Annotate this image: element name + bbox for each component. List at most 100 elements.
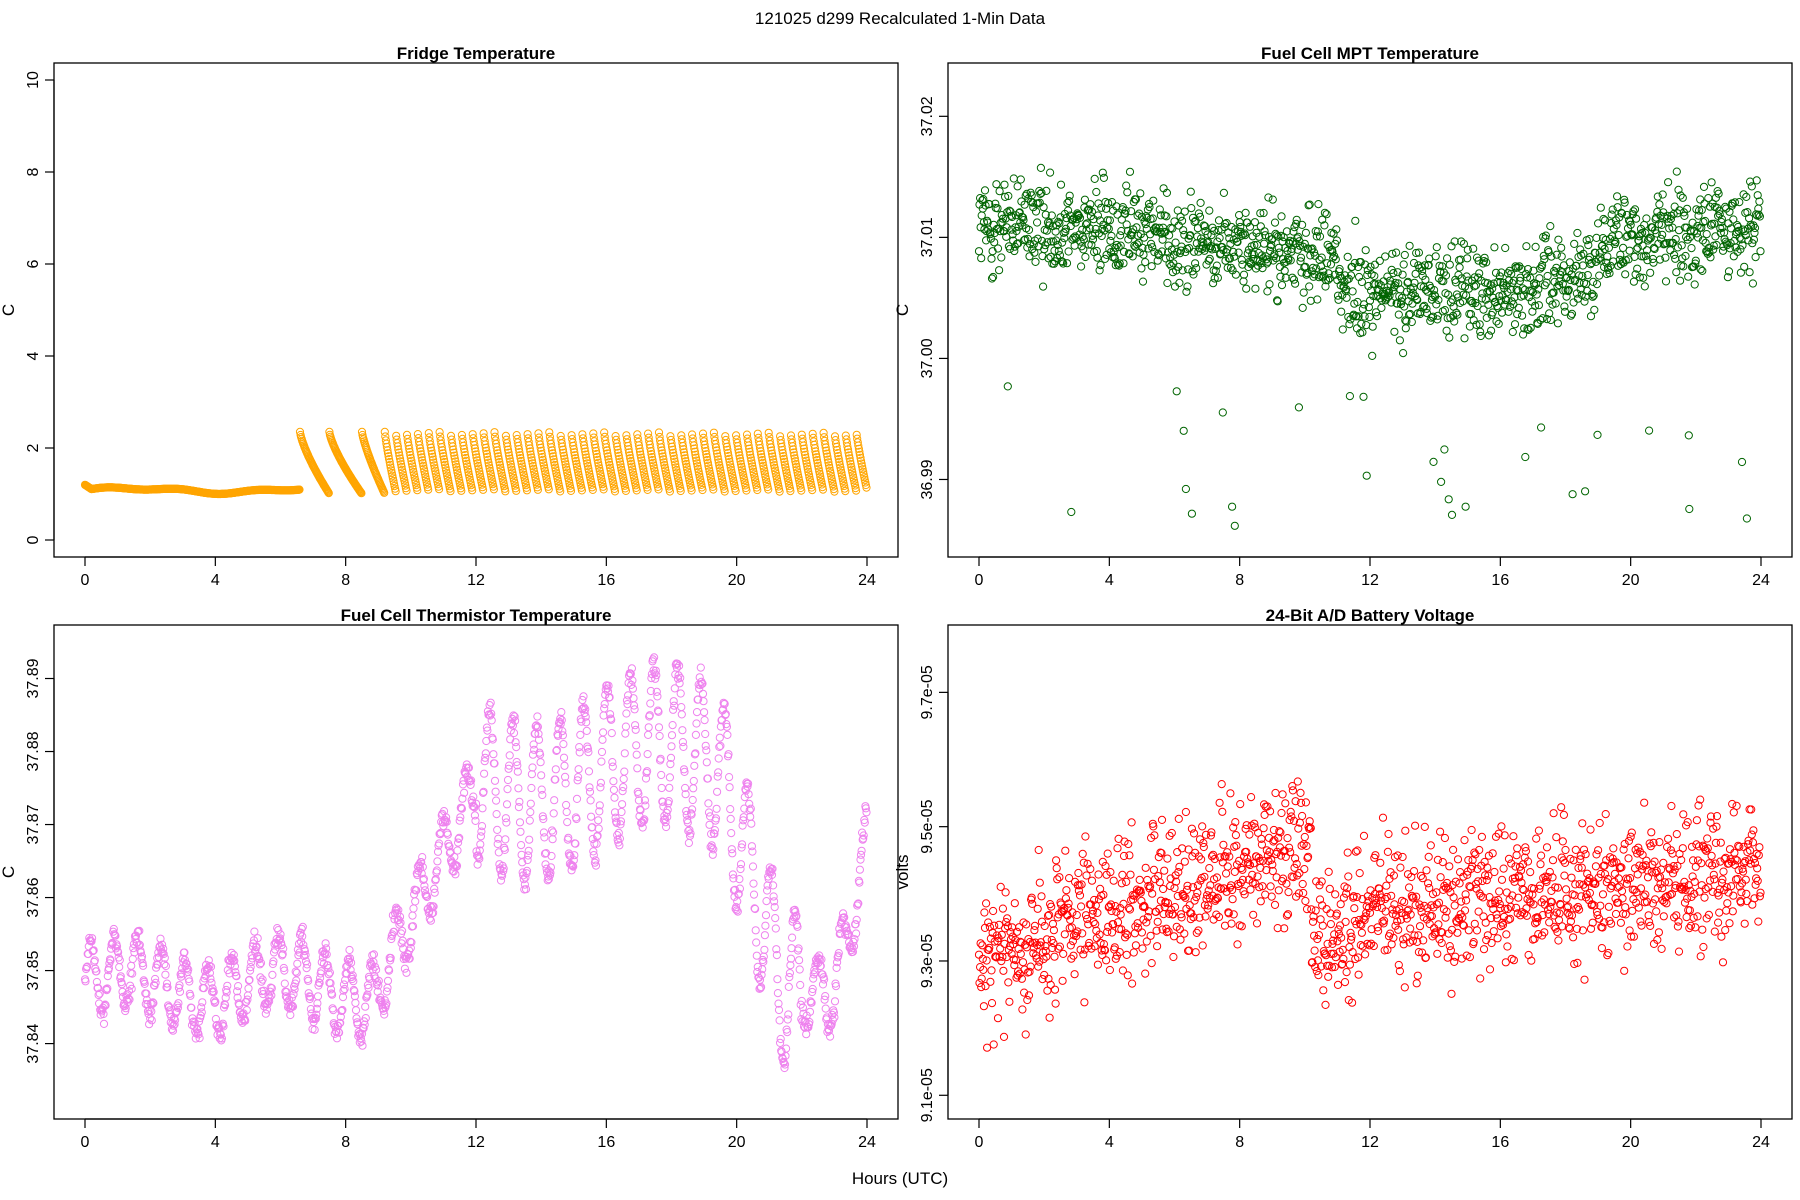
mpt-point	[1513, 263, 1522, 272]
battery-point	[1026, 962, 1035, 971]
thermistor-point	[128, 954, 137, 964]
thermistor-point	[689, 784, 698, 793]
fridge-point	[518, 462, 527, 471]
mpt-point	[1371, 280, 1380, 289]
mpt-point	[1591, 257, 1601, 266]
fridge-point	[723, 448, 733, 458]
mpt-point	[1301, 262, 1310, 271]
mpt-point	[1291, 279, 1300, 288]
battery-y-tick-label: 9.5e-05	[919, 799, 936, 853]
battery-point	[1046, 980, 1055, 990]
fridge-point	[625, 451, 634, 460]
mpt-point	[1632, 245, 1641, 254]
fridge-point	[526, 447, 535, 456]
fridge-point	[438, 449, 447, 458]
mpt-point	[1162, 212, 1171, 221]
fridge-point	[670, 457, 679, 466]
mpt-point	[1392, 248, 1401, 257]
fridge-point	[571, 456, 581, 466]
mpt-point	[1172, 387, 1181, 396]
fridge-point	[802, 459, 811, 468]
thermistor-point	[599, 711, 608, 720]
fridge-point	[628, 465, 637, 474]
mpt-point	[1387, 298, 1396, 307]
fridge-point	[770, 463, 779, 473]
fridge-point	[437, 443, 446, 452]
battery-point	[1045, 1013, 1054, 1022]
thermistor-point	[515, 818, 525, 827]
mpt-point	[1622, 210, 1632, 220]
fridge-point	[778, 445, 787, 455]
battery-point	[1267, 892, 1276, 901]
fridge-point	[430, 461, 439, 470]
mpt-point	[1691, 259, 1700, 268]
mpt-point	[1310, 248, 1319, 257]
thermistor-point	[115, 956, 124, 965]
mpt-point	[1526, 273, 1535, 282]
mpt-point	[1601, 235, 1610, 244]
mpt-point	[1715, 206, 1724, 215]
mpt-point	[1636, 230, 1645, 239]
thermistor-point	[641, 801, 650, 810]
fridge-point	[489, 485, 498, 494]
mpt-point	[1127, 207, 1136, 216]
mpt-point	[1675, 206, 1684, 215]
fridge-point	[604, 455, 613, 464]
mpt-point	[993, 244, 1003, 253]
mpt-point	[1071, 218, 1080, 227]
fridge-point	[843, 445, 853, 454]
mpt-point	[1683, 204, 1692, 213]
thermistor-point	[502, 818, 511, 827]
battery-y-label: volts	[893, 855, 912, 890]
thermistor-point	[821, 1004, 830, 1013]
fridge-point	[408, 465, 418, 474]
mpt-point	[1312, 264, 1321, 273]
fridge-point	[731, 486, 740, 496]
mpt-point	[1368, 322, 1377, 331]
mpt-point	[1559, 286, 1568, 295]
fridge-point	[563, 471, 572, 480]
mpt-point	[1534, 285, 1543, 294]
fridge-point	[396, 457, 405, 466]
fridge-point	[518, 465, 527, 474]
fridge-point	[534, 429, 543, 438]
battery-point	[1117, 879, 1126, 888]
figure-title: 121025 d299 Recalculated 1-Min Data	[755, 9, 1046, 28]
thermistor-point	[400, 964, 409, 973]
mpt-point	[1398, 270, 1407, 279]
mpt-point	[1670, 202, 1679, 211]
mpt-point	[1399, 260, 1408, 269]
thermistor-point	[646, 699, 655, 708]
battery-point	[1232, 841, 1241, 850]
battery-point	[1113, 844, 1122, 853]
thermistor-point	[621, 729, 630, 738]
thermistor-point	[748, 862, 758, 871]
mpt-point	[1513, 310, 1522, 319]
fridge-point	[448, 439, 457, 448]
fridge-point	[440, 460, 450, 469]
mpt-point	[1441, 271, 1451, 280]
mpt-point	[995, 266, 1004, 275]
battery-points	[974, 777, 1765, 1052]
thermistor-point	[736, 860, 746, 869]
thermistor-point	[489, 750, 498, 759]
fridge-point	[854, 444, 864, 453]
thermistor-point	[477, 822, 487, 831]
mpt-point	[1695, 206, 1704, 215]
fridge-point	[767, 449, 777, 458]
mpt-point	[1665, 224, 1674, 233]
fridge-point	[769, 458, 778, 467]
battery-y-tick-label: 9.3e-05	[919, 934, 936, 988]
mpt-point	[1320, 208, 1330, 217]
mpt-point	[1375, 256, 1384, 265]
thermistor-point	[679, 742, 688, 752]
mpt-point	[1646, 268, 1655, 277]
mpt-point	[1141, 258, 1150, 267]
battery-point	[1037, 892, 1046, 901]
fridge-point	[548, 449, 557, 458]
mpt-point	[1210, 226, 1219, 235]
mpt-point	[1044, 254, 1053, 263]
mpt-point	[1155, 205, 1164, 214]
mpt-point	[1610, 236, 1619, 245]
thermistor-point	[771, 924, 780, 933]
